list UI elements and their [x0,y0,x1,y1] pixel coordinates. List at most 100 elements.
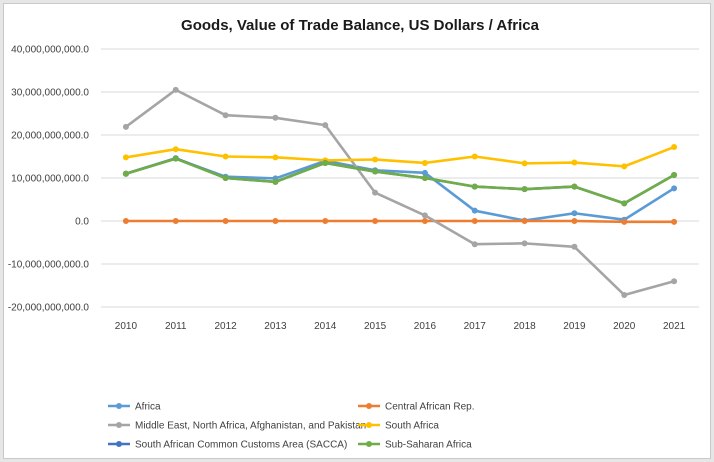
line-chart: Goods, Value of Trade Balance, US Dollar… [8,17,699,451]
x-tick-label: 2017 [464,321,487,332]
legend-label: South African Common Customs Area (SACCA… [135,440,347,451]
x-tick-label: 2013 [264,321,287,332]
data-point [222,175,229,181]
data-point [571,218,578,224]
data-point [322,159,329,166]
y-tick-label: 10,000,000,000.0 [11,174,89,185]
data-point [671,218,678,225]
data-point [421,212,428,219]
data-point [372,156,379,163]
data-point [172,155,179,162]
series-line [125,219,675,224]
x-tick-label: 2016 [414,321,437,332]
x-tick-label: 2020 [613,321,636,332]
data-point [272,114,279,121]
legend-label: Africa [135,402,161,413]
data-point [122,170,129,177]
legend-item: Africa [108,402,161,413]
legend-label: Middle East, North Africa, Afghanistan, … [135,421,366,432]
data-point [222,218,229,224]
data-point [222,112,229,119]
legend-marker [366,403,372,409]
data-point [372,189,379,196]
data-point [571,243,578,250]
series-0 [122,155,678,224]
y-tick-label: -10,000,000,000.0 [8,260,90,271]
data-point [272,178,279,185]
y-tick-label: 20,000,000,000.0 [11,131,89,142]
data-point [521,218,528,224]
series-5 [122,155,678,207]
series-3 [122,144,678,170]
x-tick-label: 2021 [663,321,686,332]
data-point [421,175,428,181]
data-point [372,218,379,224]
data-point [322,218,329,224]
data-point [571,210,578,217]
data-point [272,218,279,224]
data-point [671,171,678,178]
series-line [125,145,675,168]
x-tick-label: 2011 [165,321,187,332]
data-point [571,183,578,190]
series-lines [122,86,678,298]
x-tick-label: 2019 [563,321,586,332]
data-point [671,144,678,151]
data-point [122,123,129,130]
legend-label: Sub-Saharan Africa [385,440,472,451]
data-point [122,218,129,224]
data-point [471,207,478,214]
data-point [621,200,628,207]
legend-marker [366,441,372,447]
chart-title: Goods, Value of Trade Balance, US Dollar… [181,17,540,34]
data-point [222,153,229,160]
data-point [471,218,478,224]
data-point [471,153,478,160]
chart-frame: Goods, Value of Trade Balance, US Dollar… [3,3,711,459]
data-point [172,86,179,93]
legend-item: Sub-Saharan Africa [358,440,472,451]
legend-marker [116,403,122,409]
data-point [621,218,628,225]
data-point [421,218,428,224]
x-tick-label: 2010 [115,321,138,332]
data-point [571,159,578,166]
data-point [471,241,478,248]
legend-item: Central African Rep. [358,402,475,413]
legend-label: South Africa [385,421,439,432]
legend-marker [366,422,372,428]
data-point [122,154,129,161]
gridlines [101,48,699,308]
x-tick-label: 2015 [364,321,387,332]
legend-marker [116,422,122,428]
y-tick-label: 0.0 [75,217,89,228]
x-tick-label: 2018 [513,321,536,332]
data-point [471,183,478,190]
legend-item: South Africa [358,421,439,432]
data-point [621,163,628,170]
data-point [421,159,428,166]
data-point [372,168,379,175]
data-point [172,146,179,153]
x-axis-ticks: 2010 2011 2012 2013 2014 2015 2016 2017 2018 2019… [115,321,686,332]
legend-label: Central African Rep. [385,402,475,413]
data-point [172,218,179,224]
legend-marker [116,441,122,447]
series-line [125,157,675,205]
y-tick-label: 30,000,000,000.0 [11,88,89,99]
legend-item: South African Common Customs Area (SACCA… [108,440,347,451]
x-tick-label: 2014 [314,321,337,332]
y-axis-ticks: 40,000,000,000.0 30,000,000,000.0 20,000,0… [8,45,90,314]
series-line [125,88,675,297]
data-point [671,185,678,192]
data-point [521,160,528,167]
legend: Africa Central African Rep. Middle East, N… [108,402,475,451]
data-point [621,291,628,298]
data-point [421,169,428,176]
y-tick-label: -20,000,000,000.0 [8,303,90,314]
x-tick-label: 2012 [214,321,237,332]
data-point [521,186,528,193]
y-tick-label: 40,000,000,000.0 [11,45,89,56]
series-line [125,157,675,222]
series-2 [122,86,678,298]
